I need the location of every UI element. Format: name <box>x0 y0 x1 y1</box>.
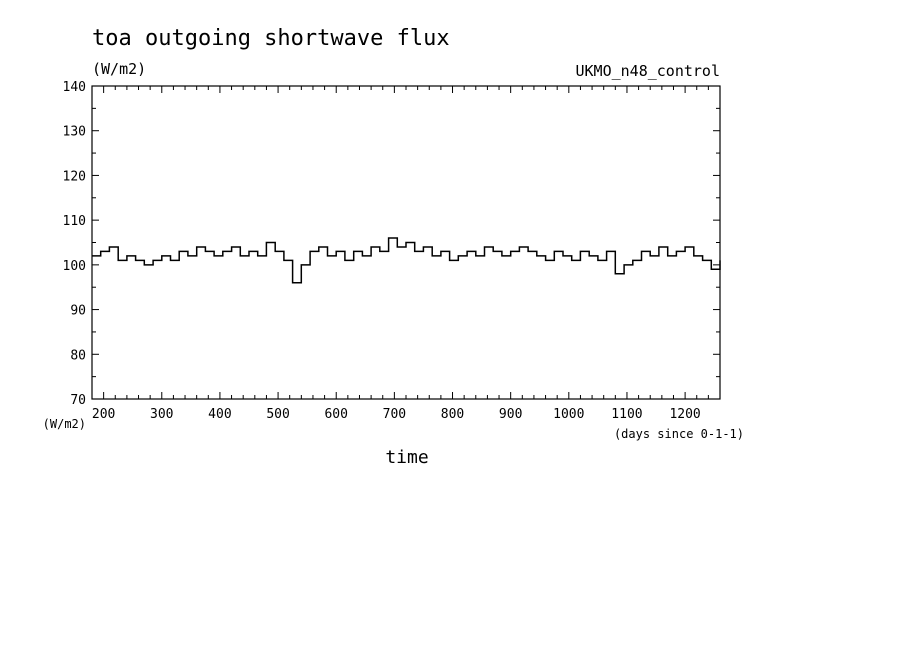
x-tick-label: 500 <box>266 407 289 422</box>
x-axis-units: (days since 0-1-1) <box>614 427 744 441</box>
x-tick-label: 900 <box>499 407 522 422</box>
x-tick-label: 200 <box>92 407 115 422</box>
x-tick-label: 1100 <box>611 407 642 422</box>
x-tick-label: 600 <box>324 407 347 422</box>
y-tick-label: 90 <box>70 304 86 319</box>
chart-title: toa outgoing shortwave flux <box>92 26 450 51</box>
y-tick-label: 70 <box>70 393 86 408</box>
x-axis-title: time <box>385 447 428 468</box>
source-label: UKMO_n48_control <box>576 62 721 80</box>
y-tick-label: 100 <box>63 259 86 274</box>
y-axis-label: (W/m2) <box>43 417 86 431</box>
units-label: (W/m2) <box>92 60 146 78</box>
series-line-0 <box>92 237 721 284</box>
y-tick-label: 80 <box>70 348 86 363</box>
x-tick-label: 700 <box>383 407 406 422</box>
x-tick-label: 800 <box>441 407 464 422</box>
y-tick-label: 140 <box>63 80 86 95</box>
plot-area: 70 80 90 100 110 120 130 140 200 300 400 500 600 700 8… <box>63 80 721 422</box>
x-tick-label: 1000 <box>553 407 584 422</box>
y-tick-label: 130 <box>63 125 86 140</box>
x-tick-label: 400 <box>208 407 231 422</box>
y-tick-label: 110 <box>63 214 86 229</box>
x-tick-label: 300 <box>150 407 173 422</box>
y-tick-label: 120 <box>63 169 86 184</box>
x-tick-label: 1200 <box>669 407 700 422</box>
